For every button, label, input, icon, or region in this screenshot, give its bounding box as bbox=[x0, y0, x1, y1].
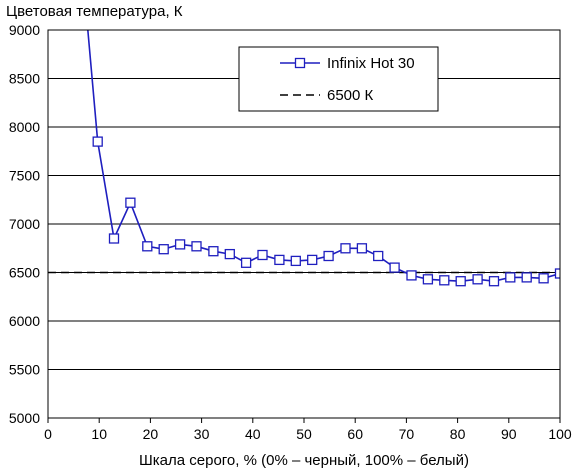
x-tick-label-0: 0 bbox=[44, 426, 52, 442]
data-point-24 bbox=[472, 274, 483, 285]
x-tick-label-30: 30 bbox=[194, 426, 210, 442]
y-tick-label-8000: 8000 bbox=[9, 119, 40, 135]
y-tick-label-6500: 6500 bbox=[9, 265, 40, 281]
data-point-25 bbox=[488, 276, 500, 287]
y-tick-label-7500: 7500 bbox=[9, 168, 40, 184]
x-tick-label-90: 90 bbox=[501, 426, 517, 442]
data-point-22 bbox=[439, 275, 450, 286]
data-point-1 bbox=[92, 136, 103, 147]
data-point-11 bbox=[257, 249, 268, 261]
data-point-19 bbox=[389, 262, 400, 273]
y-tick-label-5000: 5000 bbox=[9, 410, 40, 426]
y-tick-label-7000: 7000 bbox=[9, 216, 40, 232]
data-point-28 bbox=[538, 273, 549, 284]
data-point-16 bbox=[340, 243, 351, 254]
data-point-26 bbox=[505, 272, 516, 283]
data-point-13 bbox=[290, 255, 301, 267]
data-point-3 bbox=[125, 197, 136, 208]
x-tick-label-60: 60 bbox=[347, 426, 363, 442]
tick-labels: 5000 5500 6000 6500 7000 7500 8000 8500 9000 0 10 2… bbox=[9, 22, 572, 442]
legend-box bbox=[238, 46, 439, 112]
data-point-10 bbox=[240, 257, 252, 268]
data-point-20 bbox=[406, 270, 417, 281]
data-point-27 bbox=[521, 272, 532, 283]
data-point-18 bbox=[373, 250, 384, 262]
data-point-15 bbox=[323, 250, 334, 262]
y-tick-label-6000: 6000 bbox=[9, 313, 40, 329]
data-point-23 bbox=[455, 276, 466, 287]
y-axis-title: Цветовая температура, К bbox=[6, 3, 183, 20]
y-tick-label-5500: 5500 bbox=[9, 362, 40, 378]
y-tick-label-8500: 8500 bbox=[9, 71, 40, 87]
x-axis-title: Шкала серого, % (0% – черный, 100% – бел… bbox=[139, 452, 469, 469]
x-tick-label-40: 40 bbox=[245, 426, 261, 442]
data-point-4 bbox=[142, 241, 153, 252]
data-point-6 bbox=[174, 239, 186, 250]
x-tick-label-80: 80 bbox=[450, 426, 466, 442]
data-point-8 bbox=[208, 246, 219, 257]
x-tick-label-70: 70 bbox=[399, 426, 415, 442]
data-point-17 bbox=[356, 243, 368, 254]
legend-label-infinix: Infinix Hot 30 bbox=[327, 55, 415, 72]
series-layer bbox=[48, 30, 560, 287]
x-tick-label-20: 20 bbox=[143, 426, 159, 442]
data-point-12 bbox=[274, 254, 285, 266]
data-point-21 bbox=[422, 274, 434, 285]
data-point-14 bbox=[307, 254, 318, 266]
data-point-29 bbox=[554, 268, 560, 279]
data-point-7 bbox=[191, 241, 202, 252]
data-point-2 bbox=[108, 233, 120, 244]
legend-label-6500k: 6500 К bbox=[327, 87, 374, 104]
x-tick-label-50: 50 bbox=[296, 426, 312, 442]
x-tick-label-10: 10 bbox=[91, 426, 107, 442]
x-tick-label-100: 100 bbox=[548, 426, 572, 442]
legend-marker-infinix bbox=[294, 57, 306, 69]
grid-lines bbox=[48, 78, 560, 370]
y-tick-label-9000: 9000 bbox=[9, 22, 40, 38]
data-point-9 bbox=[224, 248, 235, 260]
legend: Infinix Hot 30 6500 К bbox=[238, 46, 439, 112]
data-point-5 bbox=[158, 244, 169, 255]
